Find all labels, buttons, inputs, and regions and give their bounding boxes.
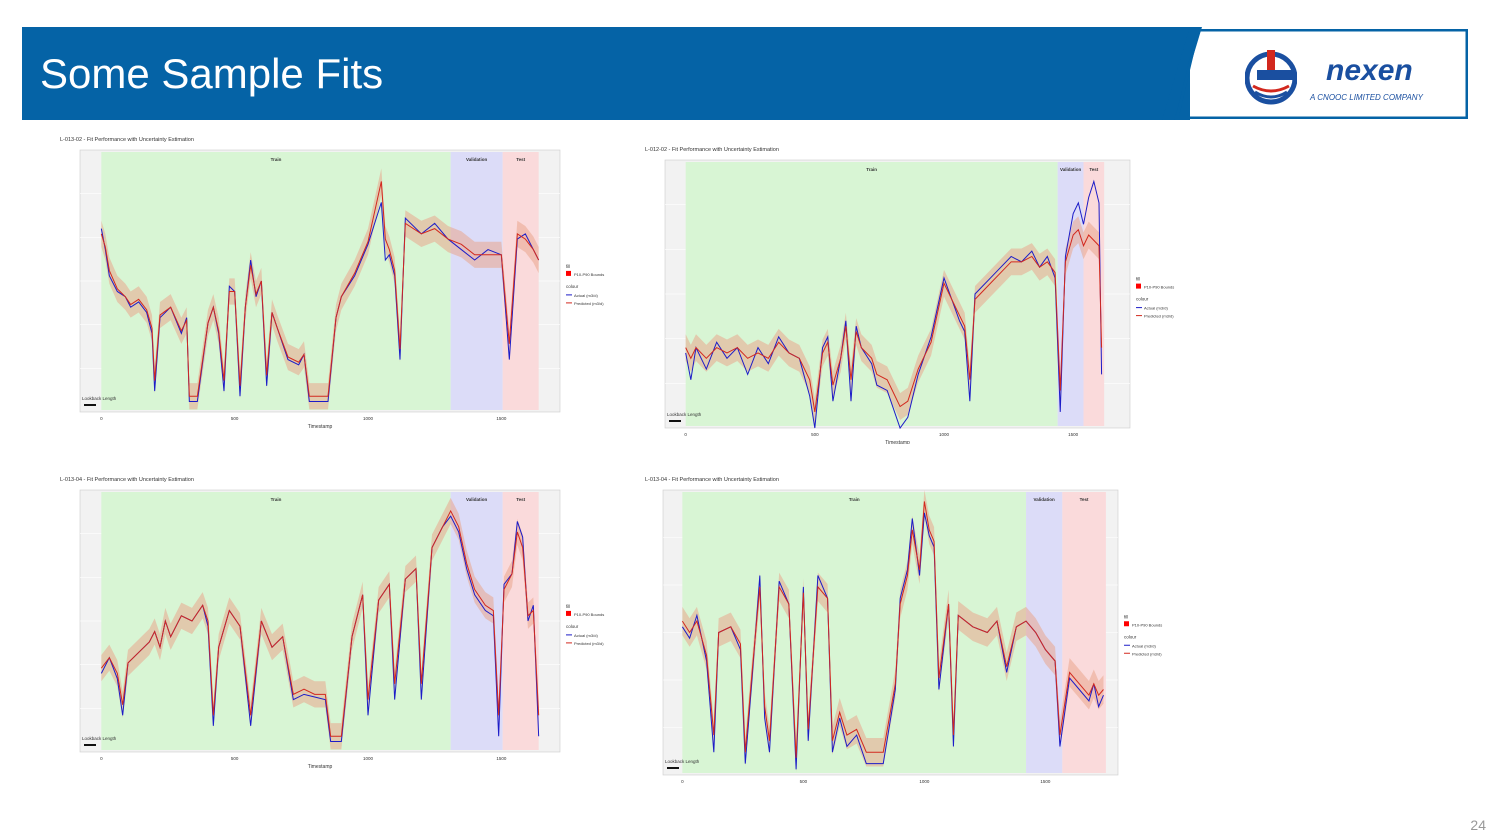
legend-fill-item: P10-P90 Bounds [1144, 285, 1174, 290]
chart-title: L-012-02 - Fit Performance with Uncertai… [645, 147, 779, 153]
chart-title: L-013-04 - Fit Performance with Uncertai… [60, 477, 194, 483]
title-banner [22, 27, 1190, 120]
region-label: Train [271, 157, 282, 162]
logo-brand: nexen [1326, 54, 1413, 87]
chart-1: L-013-02 - Fit Performance with Uncertai… [58, 134, 618, 439]
x-tick-label: 1500 [1068, 432, 1079, 437]
legend-fill-title: fill [566, 264, 570, 269]
lookback-label: Lookback Length [82, 396, 117, 401]
legend-colour-title: colour [566, 624, 579, 629]
chart-3: L-013-04 - Fit Performance with Uncertai… [58, 474, 618, 779]
predicted-series-line [100, 509, 540, 737]
x-tick-label: 500 [800, 779, 808, 784]
x-tick-label: 0 [684, 432, 687, 437]
region-label: Validation [1034, 497, 1056, 502]
x-tick-label: 0 [100, 756, 103, 761]
legend-actual-item: Actual (m3/d) [1132, 643, 1156, 648]
legend-predicted-item: Predicted (m3/d) [1144, 314, 1174, 319]
predicted-series-line [681, 501, 1104, 758]
legend-actual-item: Actual (m3/d) [1144, 306, 1168, 311]
x-tick-label: 1000 [919, 779, 930, 784]
legend-colour-title: colour [1136, 297, 1149, 302]
p10-p90-band [685, 216, 1102, 426]
legend-fill-swatch [566, 610, 571, 616]
region-test [1062, 492, 1106, 773]
x-tick-label: 1000 [939, 432, 950, 437]
logo-frame [1176, 29, 1468, 119]
legend-fill-swatch [566, 270, 571, 276]
legend-colour-title: colour [566, 284, 579, 289]
x-tick-label: 1500 [1040, 779, 1051, 784]
lookback-label: Lookback Length [82, 736, 117, 741]
predicted-series-line [685, 228, 1103, 412]
x-tick-label: 1000 [363, 756, 374, 761]
region-test [1083, 162, 1105, 426]
legend-fill-title: fill [1124, 614, 1128, 619]
region-label: Test [1080, 497, 1089, 502]
legend-fill-item: P10-P90 Bounds [574, 612, 604, 617]
region-validation [450, 152, 503, 410]
page-number: 24 [1470, 817, 1486, 833]
x-tick-label: 500 [231, 756, 239, 761]
legend-actual-item: Actual (m3/d) [574, 293, 598, 298]
region-label: Train [271, 497, 282, 502]
x-tick-label: 1500 [496, 756, 507, 761]
region-label: Validation [1060, 167, 1082, 172]
region-train [101, 492, 451, 750]
legend-predicted-item: Predicted (m3/d) [574, 641, 604, 646]
x-tick-label: 1500 [496, 416, 507, 421]
legend-fill-title: fill [566, 604, 570, 609]
x-axis-label: Timestamp [308, 424, 333, 430]
region-label: Test [516, 157, 525, 162]
legend-colour-title: colour [1124, 634, 1137, 639]
x-tick-label: 0 [100, 416, 103, 421]
lookback-label: Lookback Length [665, 759, 700, 764]
chart-title: L-013-04 - Fit Performance with Uncertai… [645, 477, 779, 483]
x-axis-label: Timestamp [885, 440, 910, 444]
region-test [502, 152, 539, 410]
region-train [101, 152, 451, 410]
slide-title: Some Sample Fits [40, 50, 384, 97]
region-label: Validation [466, 157, 488, 162]
x-tick-label: 500 [231, 416, 239, 421]
legend-fill-item: P10-P90 Bounds [1132, 622, 1162, 627]
p10-p90-band [682, 490, 1104, 773]
x-tick-label: 0 [681, 779, 684, 784]
legend-predicted-item: Predicted (m3/d) [1132, 651, 1162, 656]
chart-title: L-013-02 - Fit Performance with Uncertai… [60, 137, 194, 143]
region-label: Test [1089, 167, 1098, 172]
legend-actual-item: Actual (m3/d) [574, 633, 598, 638]
predicted-series-line [100, 181, 540, 397]
p10-p90-band [101, 168, 539, 410]
region-label: Validation [466, 497, 488, 502]
region-label: Train [849, 497, 860, 502]
logo-tagline: A CNOOC LIMITED COMPANY [1310, 93, 1423, 102]
region-train [685, 162, 1058, 426]
chart-2: L-012-02 - Fit Performance with Uncertai… [643, 144, 1203, 444]
legend-fill-swatch [1136, 283, 1141, 289]
x-tick-label: 1000 [363, 416, 374, 421]
cnooc-logo-icon [1245, 50, 1297, 105]
legend-predicted-item: Predicted (m3/d) [574, 301, 604, 306]
region-label: Test [516, 497, 525, 502]
region-label: Train [866, 167, 877, 172]
chart-4: L-013-04 - Fit Performance with Uncertai… [643, 474, 1203, 786]
legend-fill-title: fill [1136, 277, 1140, 282]
x-axis-label: Timestamp [308, 764, 333, 770]
legend-fill-item: P10-P90 Bounds [574, 272, 604, 277]
p10-p90-band [101, 497, 539, 750]
x-tick-label: 500 [811, 432, 819, 437]
lookback-label: Lookback Length [667, 412, 702, 417]
legend-fill-swatch [1124, 621, 1129, 627]
